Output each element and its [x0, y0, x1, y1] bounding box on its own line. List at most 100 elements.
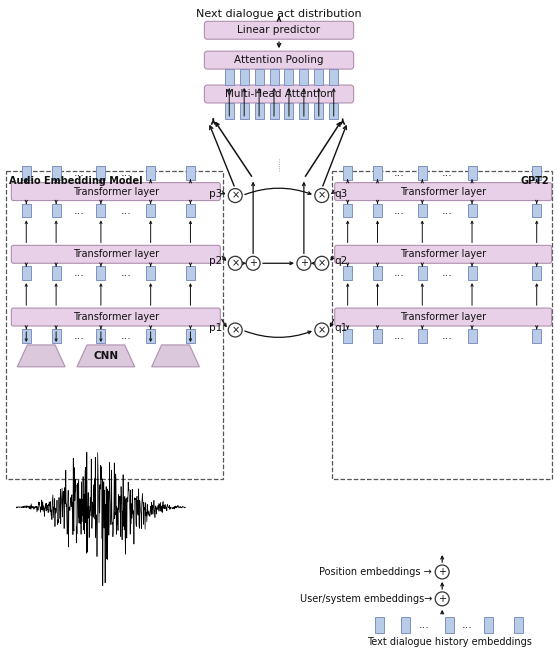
- Text: ...: ...: [442, 168, 453, 178]
- Bar: [468, 266, 477, 280]
- Bar: [270, 69, 278, 85]
- Bar: [186, 329, 195, 343]
- Circle shape: [297, 257, 311, 270]
- Bar: [484, 617, 493, 633]
- Text: GPT2: GPT2: [520, 176, 549, 186]
- Bar: [146, 329, 155, 343]
- Text: ...: ...: [419, 620, 430, 630]
- Text: ...: ...: [394, 268, 405, 278]
- Text: ...: ...: [461, 620, 473, 630]
- Text: +: +: [438, 594, 446, 604]
- Bar: [418, 266, 427, 280]
- Bar: [22, 266, 31, 280]
- FancyBboxPatch shape: [11, 245, 220, 263]
- Text: ...: ...: [74, 331, 84, 341]
- Text: Next dialogue act distribution: Next dialogue act distribution: [196, 9, 362, 19]
- FancyBboxPatch shape: [204, 21, 354, 39]
- Bar: [254, 69, 263, 85]
- Text: +: +: [300, 259, 308, 268]
- Circle shape: [228, 257, 242, 270]
- Text: ...: ...: [74, 205, 84, 216]
- Bar: [468, 203, 477, 218]
- Bar: [300, 103, 309, 119]
- Text: ...: ...: [394, 205, 405, 216]
- Bar: [468, 329, 477, 343]
- Text: Transformer layer: Transformer layer: [400, 312, 486, 322]
- Text: Multi-Head Attention: Multi-Head Attention: [225, 89, 333, 99]
- Bar: [225, 103, 234, 119]
- Bar: [445, 617, 454, 633]
- Bar: [22, 329, 31, 343]
- Text: ...: ...: [121, 168, 131, 178]
- FancyBboxPatch shape: [335, 308, 552, 326]
- Text: ...: ...: [442, 205, 453, 216]
- Circle shape: [228, 189, 242, 203]
- Bar: [300, 69, 309, 85]
- Text: ...: ...: [394, 168, 405, 178]
- Bar: [52, 329, 61, 343]
- Bar: [314, 69, 323, 85]
- Text: ...: ...: [442, 268, 453, 278]
- Text: q3: q3: [335, 189, 348, 199]
- Text: Transformer layer: Transformer layer: [73, 312, 159, 322]
- Text: Linear predictor: Linear predictor: [238, 25, 320, 36]
- Text: Transformer layer: Transformer layer: [73, 249, 159, 259]
- Text: ×: ×: [231, 191, 239, 201]
- Bar: [343, 329, 352, 343]
- Text: Audio Embedding Model: Audio Embedding Model: [9, 176, 143, 186]
- Text: ...: ...: [394, 331, 405, 341]
- Text: ...: ...: [442, 331, 453, 341]
- Text: Transformer layer: Transformer layer: [400, 187, 486, 197]
- Bar: [240, 103, 249, 119]
- Text: +: +: [438, 567, 446, 577]
- Bar: [532, 266, 541, 280]
- FancyBboxPatch shape: [11, 183, 220, 201]
- Bar: [225, 69, 234, 85]
- Text: q1: q1: [335, 323, 348, 333]
- FancyBboxPatch shape: [204, 85, 354, 103]
- Text: ...: ...: [74, 168, 84, 178]
- Circle shape: [315, 189, 329, 203]
- Text: Transformer layer: Transformer layer: [400, 249, 486, 259]
- FancyBboxPatch shape: [335, 245, 552, 263]
- Bar: [186, 266, 195, 280]
- Bar: [418, 166, 427, 180]
- Text: Text dialogue history embeddings: Text dialogue history embeddings: [367, 637, 532, 647]
- Bar: [240, 69, 249, 85]
- Text: +: +: [249, 259, 257, 268]
- Polygon shape: [152, 345, 199, 367]
- Circle shape: [315, 257, 329, 270]
- Text: ...: ...: [74, 268, 84, 278]
- Bar: [52, 266, 61, 280]
- Bar: [468, 166, 477, 180]
- Circle shape: [315, 323, 329, 337]
- Bar: [6, 170, 223, 480]
- Bar: [373, 329, 382, 343]
- Bar: [373, 266, 382, 280]
- Text: p2: p2: [209, 256, 222, 266]
- Bar: [285, 69, 294, 85]
- Text: ...: ...: [121, 331, 131, 341]
- Bar: [22, 203, 31, 218]
- Bar: [329, 103, 338, 119]
- Bar: [97, 166, 105, 180]
- Bar: [254, 103, 263, 119]
- Bar: [532, 166, 541, 180]
- Text: ...: ...: [121, 268, 131, 278]
- Text: p1: p1: [209, 323, 222, 333]
- Bar: [52, 166, 61, 180]
- Bar: [314, 103, 323, 119]
- Bar: [373, 166, 382, 180]
- Bar: [97, 203, 105, 218]
- Bar: [52, 203, 61, 218]
- Bar: [343, 266, 352, 280]
- Bar: [332, 170, 552, 480]
- Polygon shape: [77, 345, 134, 367]
- FancyBboxPatch shape: [11, 308, 220, 326]
- Circle shape: [228, 323, 242, 337]
- Bar: [343, 203, 352, 218]
- Bar: [97, 266, 105, 280]
- Text: ×: ×: [231, 259, 239, 268]
- Bar: [186, 166, 195, 180]
- Bar: [146, 203, 155, 218]
